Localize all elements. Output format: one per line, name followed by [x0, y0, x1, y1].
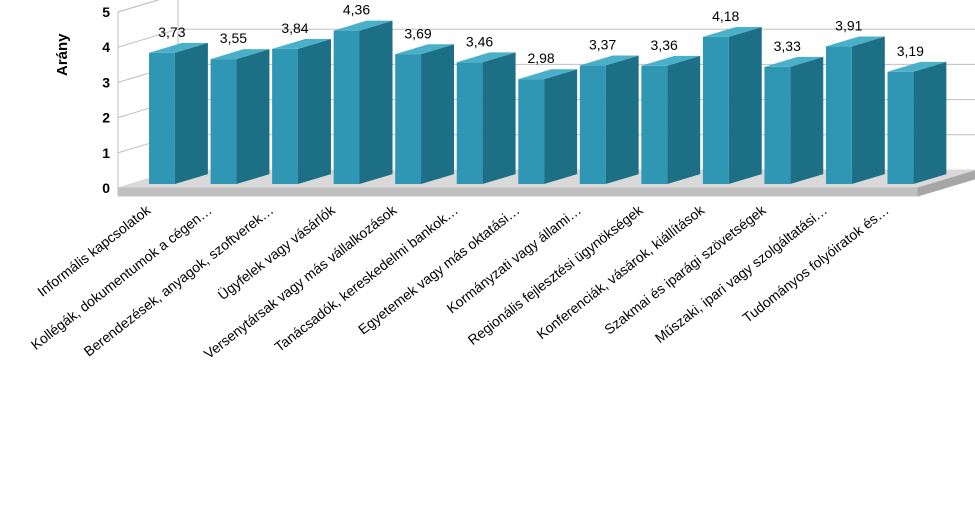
- y-tick-label: 2: [102, 110, 110, 126]
- bar-value-label: 3,19: [897, 43, 924, 59]
- chart-container: Arány 0 1 2 3 4 5 3,73 3,55 3,84 4,36 3,69 3,46 2,98…: [0, 0, 975, 529]
- bar-value-label: 2,98: [527, 50, 554, 66]
- bar-value-label: 3,33: [774, 38, 801, 54]
- y-tick-label: 3: [102, 74, 110, 90]
- category-label: Informális kapcsolatok: [34, 201, 154, 299]
- bar-chart-3d: 0 1 2 3 4 5 3,73 3,55 3,84 4,36 3,69 3,46 2,98 3,37 3,…: [0, 0, 975, 529]
- bar-value-label: 3,55: [220, 30, 247, 46]
- bar-value-label: 3,36: [651, 37, 678, 53]
- bar-value-label: 3,91: [835, 18, 862, 34]
- bar-value-label: 3,37: [589, 37, 616, 53]
- bar: 4,36: [334, 2, 393, 184]
- y-tick-label: 4: [102, 39, 110, 55]
- bar-value-label: 3,84: [281, 20, 308, 36]
- y-tick-label: 5: [102, 4, 110, 20]
- y-axis-title: Arány: [54, 33, 71, 76]
- bar-value-label: 4,18: [712, 8, 739, 24]
- category-label: Ügyfelek vagy vásárlók: [214, 200, 339, 303]
- y-tick-label: 0: [102, 180, 110, 196]
- bar-value-label: 3,69: [404, 25, 431, 41]
- bar-value-label: 3,46: [466, 33, 493, 49]
- bar: 4,18: [703, 8, 762, 184]
- y-tick-label: 1: [102, 145, 110, 161]
- bar-value-label: 4,36: [343, 2, 370, 18]
- bar-value-label: 3,73: [158, 24, 185, 40]
